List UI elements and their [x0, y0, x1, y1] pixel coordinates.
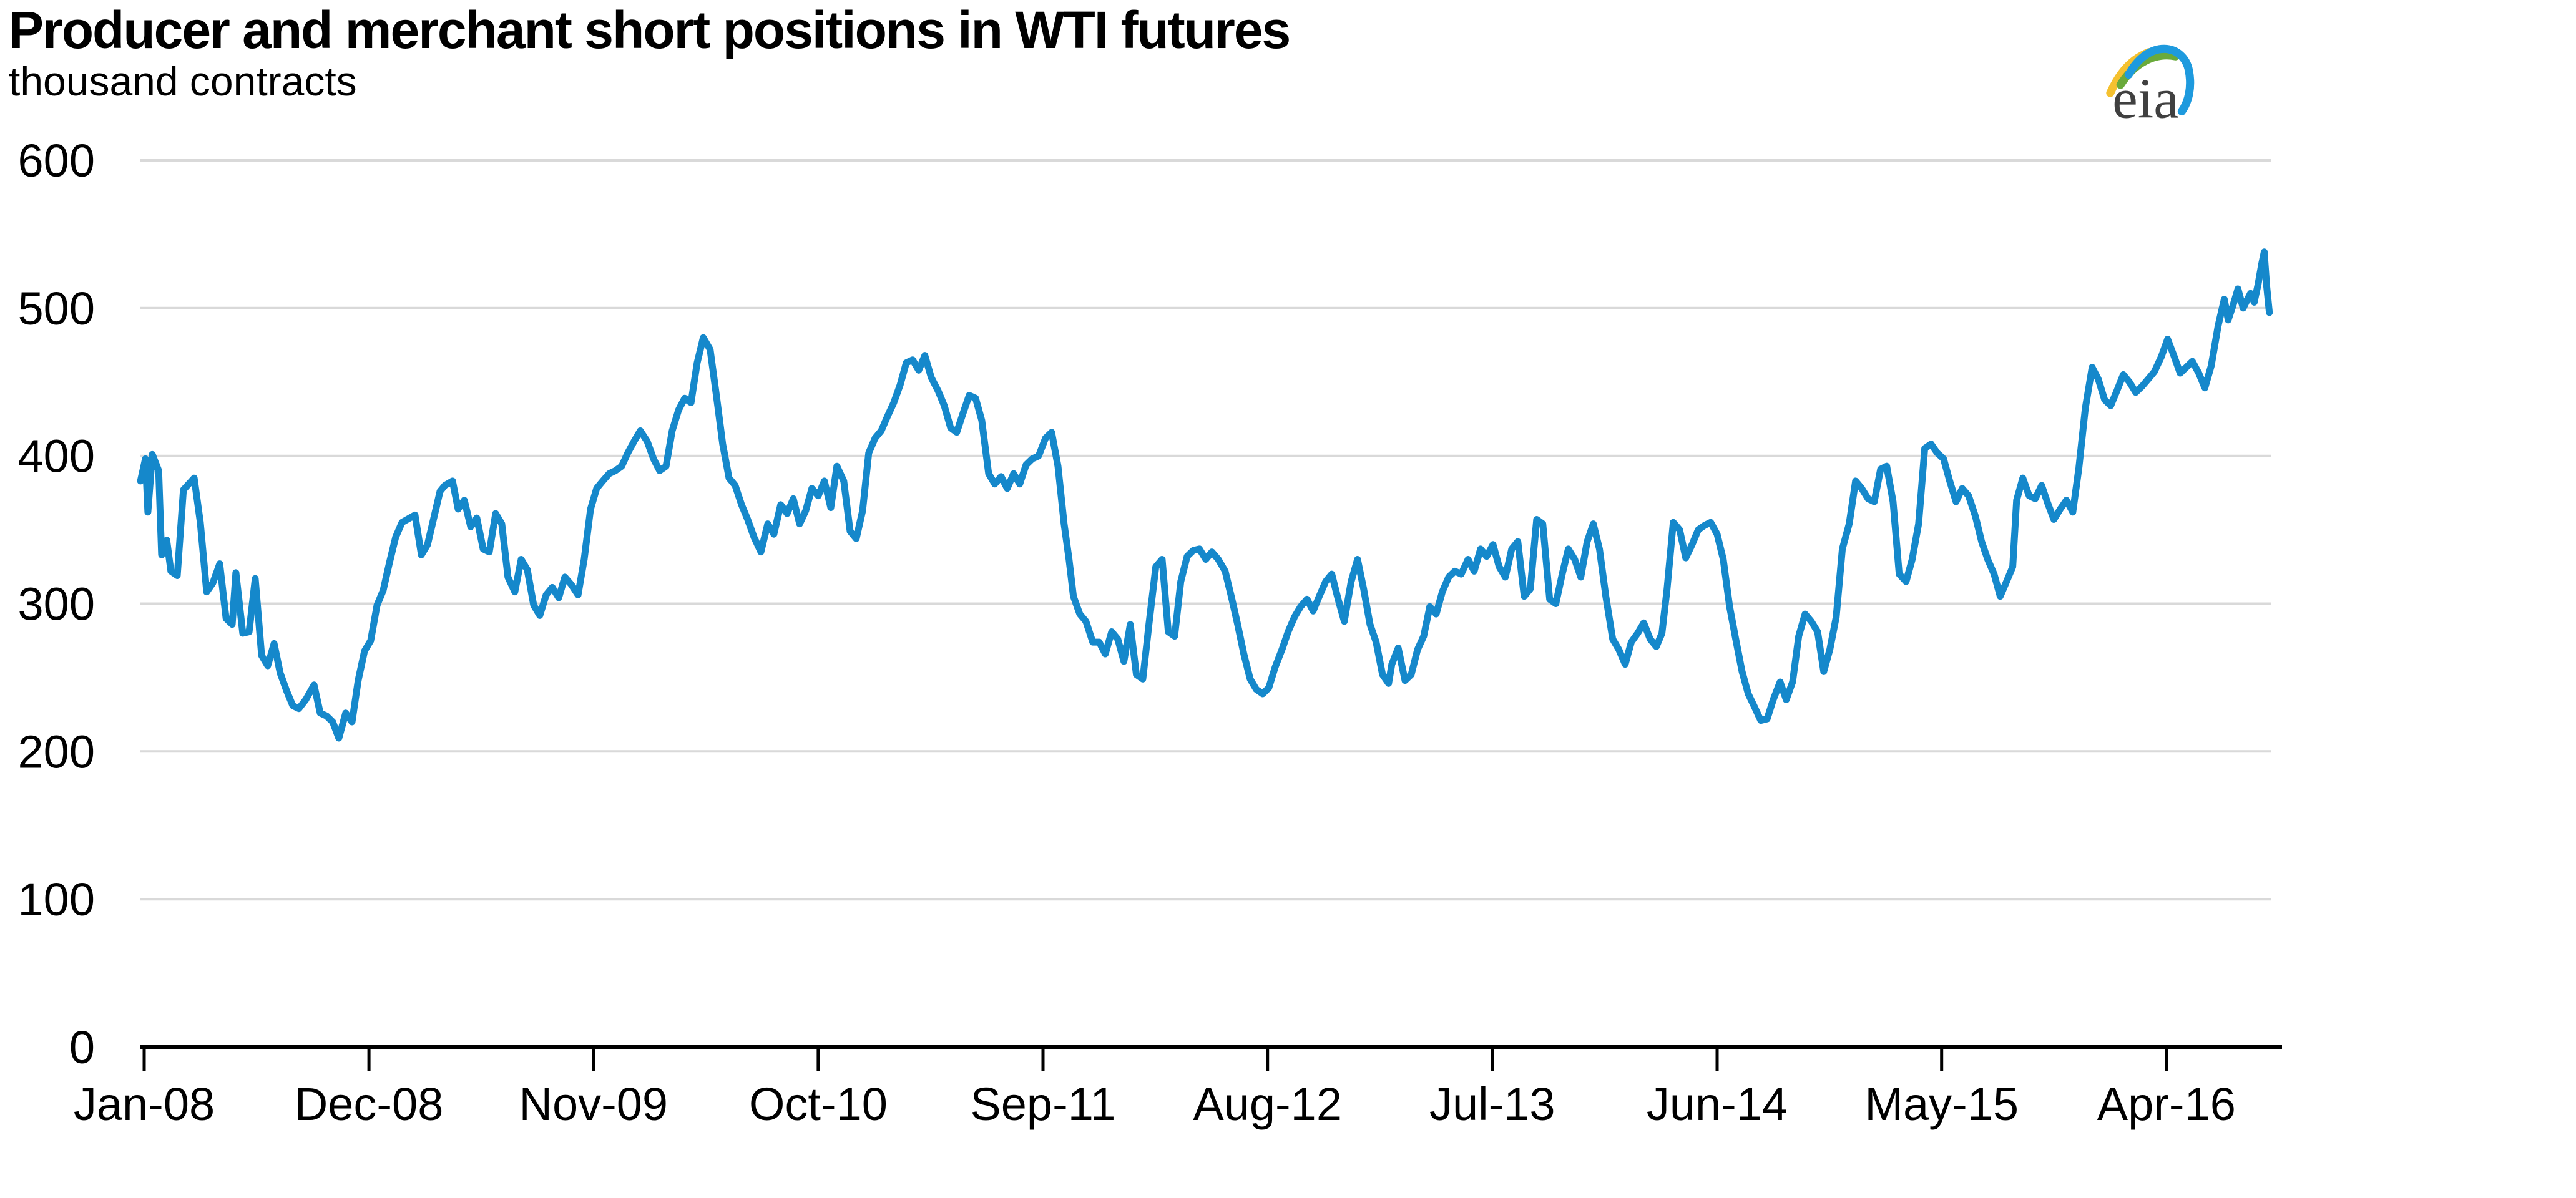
x-axis-label: Sep-11 [970, 1078, 1115, 1130]
y-axis-label: 200 [18, 726, 95, 777]
x-axis-label: Jun-14 [1647, 1078, 1788, 1130]
eia-logo-text: eia [2112, 66, 2179, 130]
y-axis-label: 500 [18, 283, 95, 334]
y-axis-label: 300 [18, 578, 95, 630]
x-axis-label: Aug-12 [1193, 1078, 1342, 1130]
y-axis-label: 400 [18, 431, 95, 482]
x-axis-label: Apr-16 [2097, 1078, 2236, 1130]
x-axis-label: Jan-08 [74, 1078, 215, 1130]
eia-swoosh-blue-icon [2124, 44, 2195, 116]
y-axis-label: 600 [18, 135, 95, 187]
chart-title: Producer and merchant short positions in… [9, 1, 1291, 59]
x-axis-label: Nov-09 [519, 1078, 668, 1130]
eia-logo-svg: eia [2106, 44, 2195, 130]
y-axis-label: 100 [18, 874, 95, 925]
x-axis-label: Dec-08 [295, 1078, 444, 1130]
x-axis-label: Jul-13 [1429, 1078, 1555, 1130]
chart-unit-label: thousand contracts [9, 58, 357, 104]
eia-swoosh-green-icon [2116, 51, 2180, 89]
x-axis-label: Oct-10 [749, 1078, 888, 1130]
x-axis-label: May-15 [1864, 1078, 2019, 1130]
series-line [137, 248, 2273, 742]
y-axis-label: 0 [69, 1021, 95, 1073]
eia-logo: eia [2096, 17, 2202, 130]
